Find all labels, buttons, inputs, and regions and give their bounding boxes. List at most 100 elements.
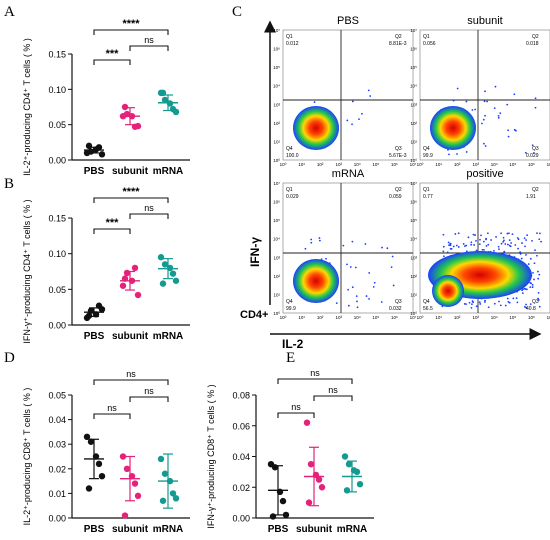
y-tick-label: 0.15 xyxy=(48,50,66,60)
flow-event xyxy=(533,151,535,154)
significance-label: ns xyxy=(144,203,154,213)
significance-bracket xyxy=(277,412,315,418)
y-tick-label: 0.00 xyxy=(48,514,66,524)
significance-bracket xyxy=(93,197,169,203)
flow-event xyxy=(504,243,507,245)
flow-y-tick-label: 10⁰ xyxy=(273,311,280,316)
data-point-subunit xyxy=(121,103,129,111)
flow-event xyxy=(511,233,514,235)
flow-x-tick-label: 10⁷ xyxy=(547,162,550,167)
flow-x-tick-label: 10² xyxy=(454,315,461,320)
flow-event xyxy=(381,246,383,249)
flow-event xyxy=(448,244,450,247)
flow-y-tick-label: 10³ xyxy=(273,102,280,107)
flow-event xyxy=(497,114,500,117)
flow-event xyxy=(537,277,540,280)
quadrant-value-q2: 0.018 xyxy=(526,41,539,47)
significance-label: *** xyxy=(106,48,120,60)
quadrant-label-q4: Q4 xyxy=(423,299,430,305)
flow-event xyxy=(475,305,478,308)
data-point-pbs xyxy=(83,433,91,441)
flow-event xyxy=(318,239,321,242)
flow-event xyxy=(347,288,350,291)
data-point-mrna xyxy=(172,108,180,116)
data-point-mrna xyxy=(172,495,180,502)
quadrant-value-q2: 0.059 xyxy=(389,194,402,200)
data-point-pbs xyxy=(98,151,106,158)
quadrant-label-q4: Q4 xyxy=(286,299,293,305)
density-cluster xyxy=(293,106,339,150)
flow-event xyxy=(473,244,475,246)
flow-event xyxy=(475,249,478,252)
flow-event xyxy=(531,286,534,288)
data-point-subunit xyxy=(131,480,139,487)
y-axis-label: IFN-γ⁺-producing CD4⁺ T cells ( % ) xyxy=(22,199,32,343)
flow-event xyxy=(465,244,468,247)
flow-event xyxy=(480,234,482,237)
flow-event xyxy=(442,250,445,253)
flow-event xyxy=(502,236,505,239)
flow-event xyxy=(531,283,534,286)
flow-event xyxy=(481,248,484,251)
flow-event xyxy=(497,116,500,119)
quadrant-value-q4: 99.9 xyxy=(286,306,296,312)
flow-event xyxy=(507,129,509,132)
flow-event xyxy=(442,233,445,236)
quadrant-value-q1: 0.056 xyxy=(423,41,436,47)
significance-label: ns xyxy=(310,368,320,378)
flow-event xyxy=(483,100,486,103)
flow-event xyxy=(456,153,458,155)
flow-event xyxy=(351,240,354,243)
flow-event xyxy=(512,297,515,300)
chart-il2-cd8: 0.00 0.01 0.02 0.03 0.04 0.05 IL-2⁺-producing … xyxy=(22,369,190,535)
flow-event xyxy=(335,302,338,305)
flow-event xyxy=(472,301,475,304)
flow-event xyxy=(351,286,354,289)
significance-bracket xyxy=(129,396,169,402)
y-axis-label: IL-2⁺-producing CD4⁺ T cells ( % ) xyxy=(22,38,32,176)
quadrant-value-q2: 1.91 xyxy=(526,194,536,200)
data-point-pbs xyxy=(98,472,106,480)
data-point-pbs xyxy=(85,142,93,150)
flow-event xyxy=(495,236,497,238)
quadrant-value-q4: 100.0 xyxy=(286,153,299,159)
flow-y-tick-label: 10⁵ xyxy=(410,218,417,223)
significance-label: **** xyxy=(122,186,140,198)
quadrant-label-q2: Q2 xyxy=(532,187,539,193)
data-point-mrna xyxy=(353,468,361,476)
quadrant-label-q2: Q2 xyxy=(395,34,402,40)
flow-event xyxy=(506,232,509,235)
density-cluster xyxy=(432,275,464,307)
quadrant-value-q1: 0.012 xyxy=(286,41,299,47)
flow-event xyxy=(537,292,540,294)
flow-event xyxy=(534,106,537,109)
flow-event xyxy=(446,251,449,254)
quadrant-label-q2: Q2 xyxy=(532,34,539,40)
data-point-mrna xyxy=(157,455,165,463)
flow-y-tick-label: 10⁷ xyxy=(410,181,417,186)
significance-label: ns xyxy=(144,386,154,396)
y-tick-label: 0.08 xyxy=(232,391,250,401)
flow-event xyxy=(497,245,500,248)
y-tick-label: 0.00 xyxy=(232,514,250,524)
flow-event xyxy=(507,135,510,138)
flow-event xyxy=(470,306,473,309)
flow-event xyxy=(304,247,307,250)
data-point-subunit xyxy=(303,419,311,426)
flow-event xyxy=(509,245,512,248)
significance-bracket xyxy=(93,413,131,419)
data-point-subunit xyxy=(121,512,129,519)
flow-event xyxy=(452,99,455,102)
quadrant-value-q3: 40.8 xyxy=(526,306,536,312)
flow-event xyxy=(490,239,493,241)
flow-event xyxy=(372,285,375,288)
quadrant-label-q4: Q4 xyxy=(286,146,293,152)
flow-event xyxy=(517,238,520,241)
flow-event xyxy=(498,300,500,303)
flow-event xyxy=(369,95,372,97)
flow-event xyxy=(514,244,517,246)
flow-plot-pbs: PBSQ10.012Q28.81E-3Q4100.0Q35.67E-310⁰10… xyxy=(273,15,417,167)
flow-event xyxy=(523,237,526,240)
flow-event xyxy=(482,118,485,121)
